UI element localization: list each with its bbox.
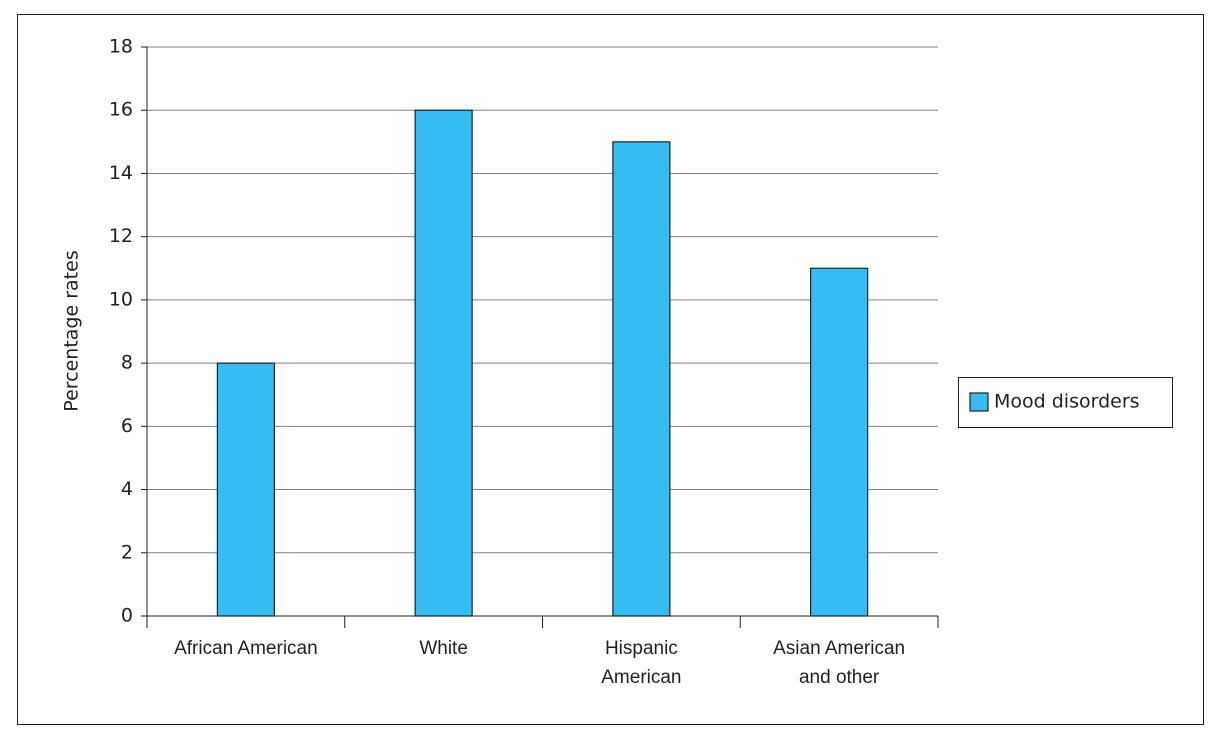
bar <box>216 362 275 617</box>
x-tick-label: White <box>419 638 468 659</box>
legend-swatch <box>969 392 989 412</box>
bar <box>612 141 671 617</box>
y-tick-label: 12 <box>109 225 133 247</box>
y-tick-label: 18 <box>109 36 133 58</box>
legend-box <box>958 377 1173 428</box>
legend-label: Mood disorders <box>994 391 1140 413</box>
y-tick-label: 2 <box>121 541 133 563</box>
y-tick-label: 14 <box>109 162 133 184</box>
bar <box>810 267 869 617</box>
y-tick-label: 6 <box>121 415 133 437</box>
y-tick-label: 8 <box>121 352 133 374</box>
bar <box>414 109 473 617</box>
y-tick-label: 16 <box>109 99 133 121</box>
x-tick-label: Asian American and other <box>773 638 906 688</box>
y-tick-label: 0 <box>121 605 133 627</box>
y-tick-label: 10 <box>109 288 133 310</box>
x-tick-label: Hispanic American <box>601 638 682 688</box>
y-axis-label: Percentage rates <box>61 250 83 411</box>
chart-frame <box>17 14 1204 725</box>
y-tick-label: 4 <box>121 478 133 500</box>
x-tick-label: African American <box>174 638 318 659</box>
